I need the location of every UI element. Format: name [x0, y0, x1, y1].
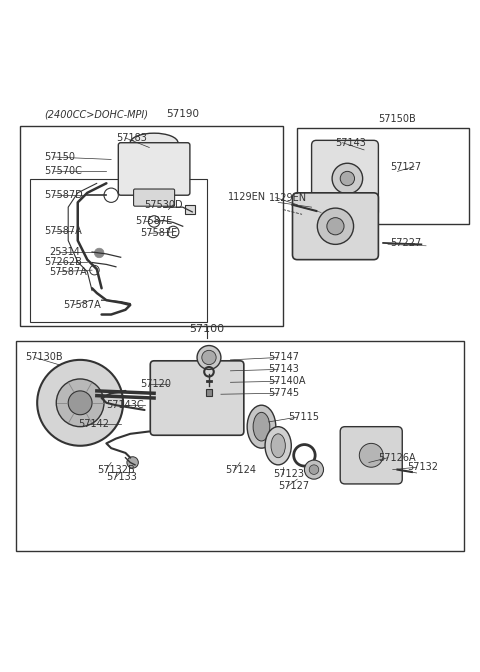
- Text: 57143: 57143: [269, 364, 300, 374]
- Text: 57183: 57183: [116, 133, 147, 143]
- Text: 57745: 57745: [269, 388, 300, 398]
- Text: 57147: 57147: [269, 353, 300, 362]
- Text: 57115: 57115: [288, 412, 319, 422]
- Text: 57143C: 57143C: [107, 401, 144, 410]
- Circle shape: [127, 457, 138, 468]
- Circle shape: [68, 391, 92, 415]
- Bar: [30, 179, 206, 322]
- Text: 57262B: 57262B: [44, 257, 82, 267]
- Text: 57120: 57120: [140, 379, 171, 388]
- Text: 25314: 25314: [49, 247, 80, 257]
- Circle shape: [197, 345, 221, 370]
- Text: 57127: 57127: [390, 161, 421, 171]
- Text: 57142: 57142: [78, 419, 109, 429]
- Text: 57530D: 57530D: [144, 200, 183, 210]
- Bar: [21, 126, 283, 327]
- Text: 57587E: 57587E: [135, 216, 172, 226]
- Bar: [205, 389, 212, 396]
- Circle shape: [95, 248, 104, 258]
- Text: 57130B: 57130B: [25, 353, 63, 362]
- Ellipse shape: [247, 405, 276, 448]
- Text: 57140A: 57140A: [269, 376, 306, 386]
- Text: 57123: 57123: [274, 470, 304, 479]
- Text: 57570C: 57570C: [44, 167, 82, 176]
- Text: 57132: 57132: [407, 462, 438, 472]
- Ellipse shape: [265, 427, 291, 465]
- Ellipse shape: [304, 460, 324, 479]
- Text: 57587A: 57587A: [49, 267, 87, 277]
- Ellipse shape: [309, 465, 319, 474]
- Text: 57133: 57133: [107, 472, 137, 482]
- Text: 57587D: 57587D: [44, 190, 83, 200]
- Bar: [16, 341, 464, 551]
- FancyBboxPatch shape: [292, 193, 378, 259]
- Circle shape: [37, 360, 123, 446]
- Circle shape: [327, 218, 344, 235]
- FancyBboxPatch shape: [340, 427, 402, 484]
- Bar: [297, 128, 469, 224]
- Circle shape: [332, 163, 363, 194]
- Text: 57127: 57127: [278, 481, 309, 491]
- FancyBboxPatch shape: [312, 140, 378, 216]
- Ellipse shape: [130, 133, 178, 153]
- Text: 57587A: 57587A: [44, 226, 82, 236]
- Bar: [185, 205, 195, 214]
- Circle shape: [340, 171, 355, 185]
- Text: 57587E: 57587E: [140, 228, 177, 239]
- FancyBboxPatch shape: [150, 361, 244, 435]
- Text: 57143: 57143: [336, 138, 366, 148]
- Circle shape: [202, 350, 216, 365]
- Circle shape: [56, 379, 104, 427]
- FancyBboxPatch shape: [118, 142, 190, 196]
- Circle shape: [317, 208, 354, 245]
- Text: 57124: 57124: [226, 464, 257, 474]
- Text: 57150B: 57150B: [379, 114, 416, 124]
- Circle shape: [360, 444, 383, 467]
- Text: 57227: 57227: [390, 238, 421, 248]
- Text: (2400CC>DOHC-MPI): (2400CC>DOHC-MPI): [44, 110, 148, 120]
- Text: 57587A: 57587A: [63, 300, 101, 310]
- Ellipse shape: [253, 413, 270, 441]
- Text: 57100: 57100: [189, 324, 224, 334]
- Text: 1129EN: 1129EN: [269, 193, 307, 202]
- Text: 57126A: 57126A: [378, 453, 416, 463]
- Ellipse shape: [271, 434, 285, 458]
- Text: 1129EN: 1129EN: [228, 192, 266, 202]
- Text: 57150: 57150: [44, 152, 75, 162]
- Text: 57132B: 57132B: [97, 464, 134, 474]
- Text: 57190: 57190: [166, 110, 199, 120]
- FancyBboxPatch shape: [133, 189, 175, 206]
